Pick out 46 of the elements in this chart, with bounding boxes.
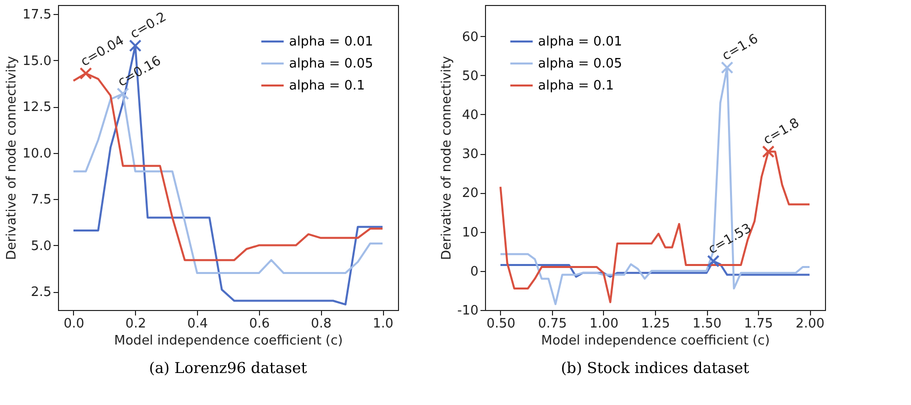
y-tick-label: -10: [457, 304, 478, 318]
y-tick-label: 7.5: [30, 192, 52, 208]
text: (b) Stock indices dataset: [560, 359, 750, 377]
x-tick-label: 0.75: [538, 316, 567, 332]
y-tick-label: 10: [462, 225, 478, 240]
x-tick-label: 0.0: [64, 316, 84, 332]
x-tick-label: 1.75: [744, 316, 774, 332]
y-tick-label: 0: [470, 264, 478, 280]
y-tick-label: 15.0: [22, 54, 52, 69]
y-tick-label: 5.0: [30, 238, 52, 254]
point: [129, 39, 142, 52]
legend-label: alpha = 0.1: [289, 78, 365, 94]
point: [116, 87, 130, 100]
point: [762, 145, 775, 158]
y-tick-label: 40: [462, 108, 478, 123]
x-tick-label: 0.6: [249, 316, 270, 332]
x-axis-title: Model independence coefficient (c): [114, 334, 343, 348]
y-tick-label: 50: [462, 68, 478, 84]
x-axis-title: Model independence coefficient (c): [541, 334, 770, 348]
point: [720, 61, 734, 74]
y-tick-label: 12.5: [22, 100, 52, 116]
x-tick-label: 1.00: [590, 316, 618, 332]
y-tick-label: 20: [462, 186, 478, 202]
x-tick-label: 0.4: [187, 316, 208, 332]
legend-label: alpha = 0.05: [289, 56, 374, 72]
legend-label: alpha = 0.01: [538, 34, 622, 50]
y-tick-label: 2.5: [30, 285, 52, 300]
legend-label: alpha = 0.1: [538, 78, 614, 94]
point: [80, 67, 92, 80]
x-tick-label: 1.0: [372, 316, 394, 332]
y-tick-label: 17.5: [22, 8, 52, 23]
y-tick-label: 10.0: [22, 146, 52, 162]
x-tick-label: 1.50: [692, 316, 722, 332]
x-tick-label: 1.25: [641, 316, 670, 332]
x-tick-label: 0.8: [310, 316, 332, 332]
y-tick-label: 60: [462, 30, 478, 45]
x-tick-label: 2.00: [796, 316, 825, 332]
x-tick-label: 0.50: [486, 316, 516, 332]
y-axis-title: Derivative of node connectivity: [439, 56, 454, 260]
y-tick-label: 30: [462, 147, 478, 162]
legend-label: alpha = 0.01: [289, 34, 374, 50]
x-tick-label: 0.2: [125, 316, 146, 332]
y-axis-title: Derivative of node connectivity: [4, 56, 20, 260]
text: (a) Lorenz96 dataset: [149, 359, 307, 377]
point: [707, 254, 720, 268]
legend-label: alpha = 0.05: [538, 56, 622, 72]
